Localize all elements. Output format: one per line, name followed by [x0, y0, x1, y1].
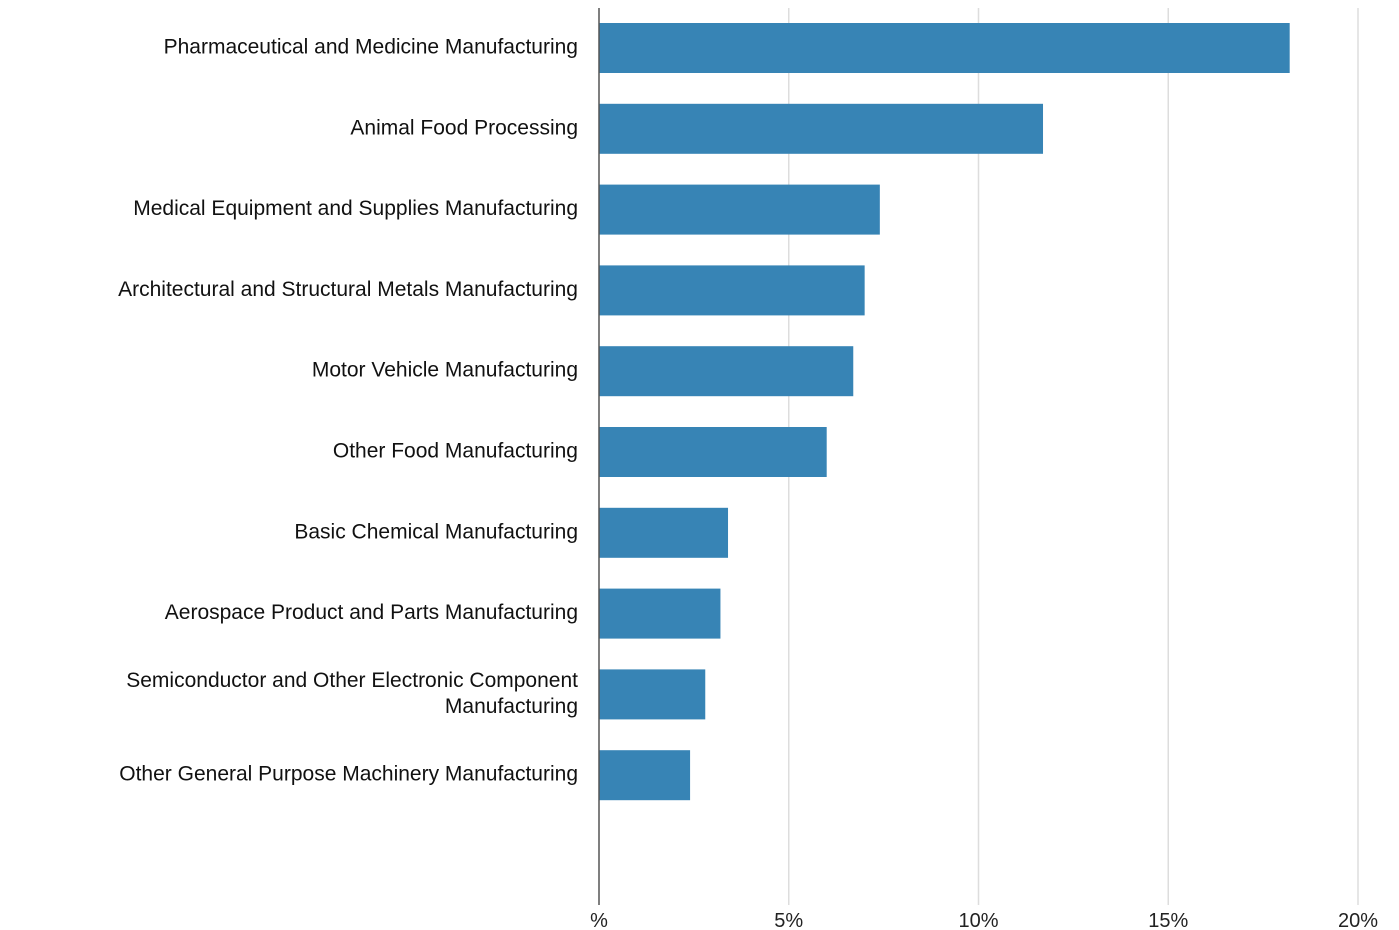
category-label: Basic Chemical Manufacturing: [294, 520, 578, 543]
x-tick-label: 20%: [1338, 910, 1378, 930]
category-label: Medical Equipment and Supplies Manufactu…: [133, 197, 578, 220]
bar: [599, 427, 827, 477]
bar: [599, 265, 865, 316]
bar: [599, 346, 854, 397]
category-label: Other Food Manufacturing: [333, 440, 578, 463]
category-label: Other General Purpose Machinery Manufact…: [119, 763, 578, 786]
category-label: Animal Food Processing: [350, 116, 578, 139]
category-label: Pharmaceutical and Medicine Manufacturin…: [164, 36, 578, 59]
x-tick-label: 5%: [774, 910, 803, 930]
category-label: Aerospace Product and Parts Manufacturin…: [165, 601, 578, 624]
category-labels: Pharmaceutical and Medicine Manufacturin…: [118, 36, 578, 786]
x-axis-ticks: % 5% 10% 15% 20%: [590, 910, 1378, 930]
bar: [599, 184, 880, 235]
category-label: Motor Vehicle Manufacturing: [312, 359, 578, 382]
bar: [599, 588, 721, 639]
category-label: Architectural and Structural Metals Manu…: [118, 278, 578, 301]
x-tick-label: 15%: [1148, 910, 1188, 930]
bars: [599, 23, 1290, 801]
bar: [599, 750, 691, 801]
category-label: Semiconductor and Other Electronic Compo…: [126, 669, 578, 718]
x-tick-label: 10%: [958, 910, 998, 930]
bar: [599, 507, 729, 558]
bar: [599, 103, 1044, 154]
bar: [599, 23, 1290, 73]
x-tick-label: %: [590, 910, 608, 930]
bar: [599, 669, 706, 720]
